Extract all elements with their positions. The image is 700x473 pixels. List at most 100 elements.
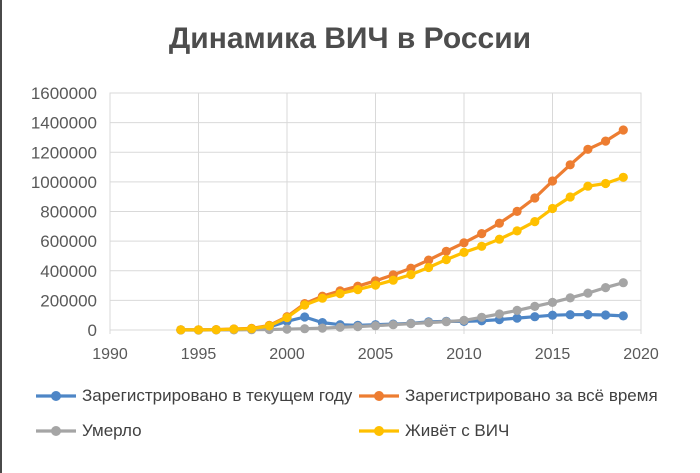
data-point-registered-all-time-2017 xyxy=(583,144,593,154)
x-tick-label: 2010 xyxy=(446,346,482,363)
data-point-living-with-hiv-1997 xyxy=(229,324,239,334)
data-point-living-with-hiv-2012 xyxy=(494,234,504,244)
data-point-living-with-hiv-2013 xyxy=(512,226,522,236)
data-point-died-2014 xyxy=(530,301,540,311)
legend-label: Живёт с ВИЧ xyxy=(405,421,510,440)
y-tick-label: 1600000 xyxy=(31,84,97,103)
data-point-registered-all-time-2008 xyxy=(424,255,434,265)
data-point-registered-all-time-2010 xyxy=(459,238,469,248)
data-point-died-2005 xyxy=(370,321,381,331)
data-point-died-2000 xyxy=(282,324,292,334)
legend-item-died: Умерло xyxy=(35,421,142,441)
data-point-registered-all-time-2011 xyxy=(477,229,487,239)
x-tick-label: 2020 xyxy=(623,346,659,363)
data-point-registered-all-time-2016 xyxy=(565,160,575,170)
y-tick-label: 200000 xyxy=(40,291,97,310)
legend-marker-line-dot-icon xyxy=(36,426,76,436)
data-point-living-with-hiv-2008 xyxy=(424,262,434,273)
data-point-living-with-hiv-2006 xyxy=(388,275,398,285)
data-point-living-with-hiv-2005 xyxy=(370,280,381,290)
data-point-registered-all-time-2009 xyxy=(441,246,451,256)
legend-item-registered-all-time: Зарегистрировано за всё время xyxy=(358,386,658,406)
data-point-died-2008 xyxy=(424,318,434,328)
data-point-registered-all-time-2015 xyxy=(547,176,558,186)
data-point-living-with-hiv-2001 xyxy=(300,300,310,310)
window-left-edge xyxy=(0,0,2,473)
chart-title: Динамика ВИЧ в России xyxy=(168,22,532,55)
data-point-living-with-hiv-2004 xyxy=(353,285,363,295)
legend-item-registered-current-year: Зарегистрировано в текущем году xyxy=(35,386,352,406)
x-tick-label: 1995 xyxy=(181,346,217,363)
data-point-died-2007 xyxy=(406,319,416,329)
y-tick-label: 400000 xyxy=(40,262,97,281)
y-tick-label: 600000 xyxy=(40,232,97,251)
data-point-living-with-hiv-2009 xyxy=(441,255,451,265)
data-point-died-2010 xyxy=(459,315,469,325)
x-tick-label: 2000 xyxy=(269,346,305,363)
data-point-registered-all-time-2012 xyxy=(494,218,504,228)
data-point-living-with-hiv-2016 xyxy=(565,192,575,202)
data-point-living-with-hiv-1995 xyxy=(193,325,204,335)
data-point-died-2003 xyxy=(335,322,345,332)
legend-label: Зарегистрировано за всё время xyxy=(405,386,658,405)
data-point-registered-current-year-2014 xyxy=(530,312,540,322)
data-point-living-with-hiv-2011 xyxy=(477,241,487,251)
data-point-registered-current-year-2017 xyxy=(583,310,593,320)
data-point-died-2001 xyxy=(300,324,310,334)
legend-item-living-with-hiv: Живёт с ВИЧ xyxy=(358,421,509,441)
data-point-living-with-hiv-2002 xyxy=(317,293,327,303)
series-line-died xyxy=(180,281,624,332)
data-point-living-with-hiv-1998 xyxy=(247,324,257,334)
legend-label: Зарегистрировано в текущем году xyxy=(82,386,353,405)
data-point-died-2013 xyxy=(512,305,522,315)
data-point-registered-all-time-2018 xyxy=(601,136,611,146)
data-point-registered-current-year-2013 xyxy=(512,313,522,323)
data-point-registered-current-year-2016 xyxy=(565,310,575,320)
data-point-living-with-hiv-1994 xyxy=(176,325,186,335)
data-point-registered-all-time-2007 xyxy=(406,263,416,273)
y-tick-label: 1200000 xyxy=(31,143,97,162)
data-point-living-with-hiv-2010 xyxy=(459,247,469,257)
data-point-died-2016 xyxy=(565,293,575,303)
data-point-died-2019 xyxy=(618,278,628,288)
data-point-living-with-hiv-2003 xyxy=(335,289,345,299)
legend-marker-line-dot-icon xyxy=(359,426,399,436)
x-tick-label: 2015 xyxy=(535,346,571,363)
data-point-living-with-hiv-1999 xyxy=(264,321,274,331)
data-point-died-2004 xyxy=(353,322,363,332)
y-tick-label: 1000000 xyxy=(31,173,97,192)
x-tick-label: 1990 xyxy=(92,346,128,363)
data-point-registered-all-time-2019 xyxy=(618,125,628,135)
data-point-living-with-hiv-2000 xyxy=(282,313,292,323)
data-point-died-2006 xyxy=(388,320,398,330)
data-point-registered-all-time-2014 xyxy=(530,193,540,203)
y-tick-label: 0 xyxy=(88,321,97,340)
data-point-died-2018 xyxy=(601,283,611,293)
data-point-living-with-hiv-2019 xyxy=(618,172,628,182)
y-tick-label: 800000 xyxy=(40,203,97,222)
data-point-registered-current-year-2018 xyxy=(601,310,611,320)
y-tick-label: 1400000 xyxy=(31,114,97,133)
legend-marker-line-dot-icon xyxy=(359,391,399,401)
legend-label: Умерло xyxy=(82,421,142,440)
data-point-living-with-hiv-2015 xyxy=(547,203,558,214)
data-point-living-with-hiv-1996 xyxy=(211,325,221,335)
data-point-registered-current-year-2015 xyxy=(547,310,558,320)
data-point-died-2017 xyxy=(583,288,593,298)
x-tick-label: 2005 xyxy=(358,346,394,363)
series-line-living-with-hiv xyxy=(180,175,624,332)
data-point-died-2011 xyxy=(477,312,487,322)
data-point-died-2009 xyxy=(441,317,451,327)
data-point-living-with-hiv-2017 xyxy=(583,181,593,191)
data-point-registered-all-time-2013 xyxy=(512,206,522,216)
data-point-died-2015 xyxy=(547,297,558,307)
data-point-died-2012 xyxy=(494,309,504,319)
data-point-died-2002 xyxy=(317,323,327,333)
data-point-living-with-hiv-2018 xyxy=(601,178,611,189)
legend-marker-line-dot-icon xyxy=(36,391,76,401)
data-point-living-with-hiv-2014 xyxy=(530,217,540,227)
data-point-registered-current-year-2001 xyxy=(300,312,310,322)
data-point-living-with-hiv-2007 xyxy=(406,270,416,280)
data-point-registered-current-year-2019 xyxy=(618,311,628,321)
